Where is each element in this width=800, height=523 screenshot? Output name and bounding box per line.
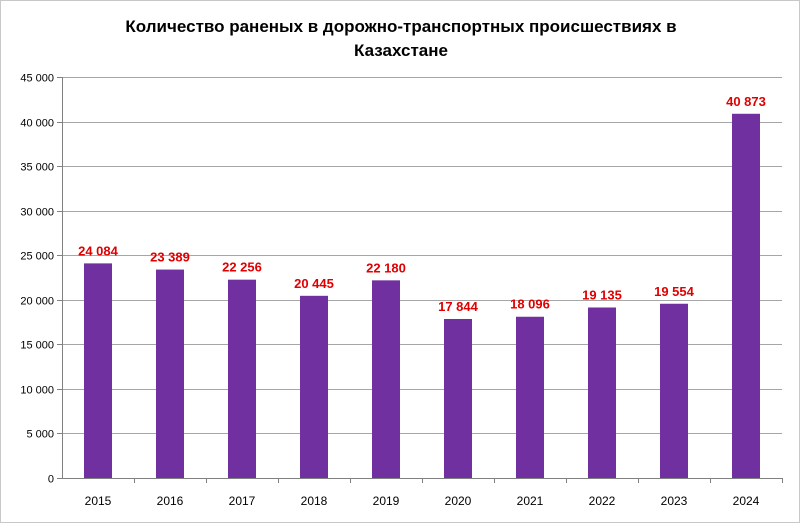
data-label-2022: 19 135 [582, 287, 622, 302]
y-tick-label: 15 000 [20, 340, 54, 352]
x-tick-label-2022: 2022 [589, 494, 616, 508]
bar-2024 [732, 113, 760, 478]
x-tick-label-2019: 2019 [373, 494, 400, 508]
x-tick-label-2021: 2021 [517, 494, 544, 508]
chart-title: Количество раненых в дорожно-транспортны… [125, 17, 677, 60]
y-tick-label: 20 000 [20, 296, 54, 308]
data-label-2021: 18 096 [510, 297, 550, 312]
x-tick-label-2020: 2020 [445, 494, 472, 508]
data-label-2016: 23 389 [150, 250, 190, 265]
bar-2019 [372, 280, 400, 478]
y-tick-label: 45 000 [20, 73, 54, 85]
y-tick-label: 35 000 [20, 162, 54, 174]
y-tick-label: 5 000 [26, 429, 54, 441]
data-label-2018: 20 445 [294, 276, 334, 291]
x-tick-label-2023: 2023 [661, 494, 688, 508]
x-tick-label-2024: 2024 [733, 494, 760, 508]
labels-layer: 0 5 000 10 000 15 000 20 000 25 000 30 000 35 0… [20, 73, 766, 509]
bar-2015 [84, 263, 112, 478]
axis-layer [57, 77, 783, 483]
data-label-2017: 22 256 [222, 260, 262, 275]
bar-2022 [588, 307, 616, 478]
x-tick-label-2017: 2017 [229, 494, 256, 508]
bar-2023 [660, 303, 688, 478]
y-tick-label: 25 000 [20, 251, 54, 263]
bar-2016 [156, 269, 184, 478]
x-tick-label-2016: 2016 [157, 494, 184, 508]
bar-2017 [228, 279, 256, 478]
data-label-2024: 40 873 [726, 94, 766, 109]
bar-2021 [516, 316, 544, 478]
x-tick-label-2015: 2015 [85, 494, 112, 508]
data-label-2019: 22 180 [366, 260, 406, 275]
x-tick-label-2018: 2018 [301, 494, 328, 508]
bars-layer [84, 113, 760, 478]
bar-2020 [444, 318, 472, 478]
y-tick-label: 40 000 [20, 118, 54, 130]
data-label-2015: 24 084 [78, 243, 119, 258]
y-tick-label: 10 000 [20, 385, 54, 397]
bar-2018 [300, 295, 328, 478]
y-tick-label: 30 000 [20, 207, 54, 219]
data-label-2020: 17 844 [438, 299, 479, 314]
data-label-2023: 19 554 [654, 284, 695, 299]
y-tick-label: 0 [48, 474, 54, 486]
